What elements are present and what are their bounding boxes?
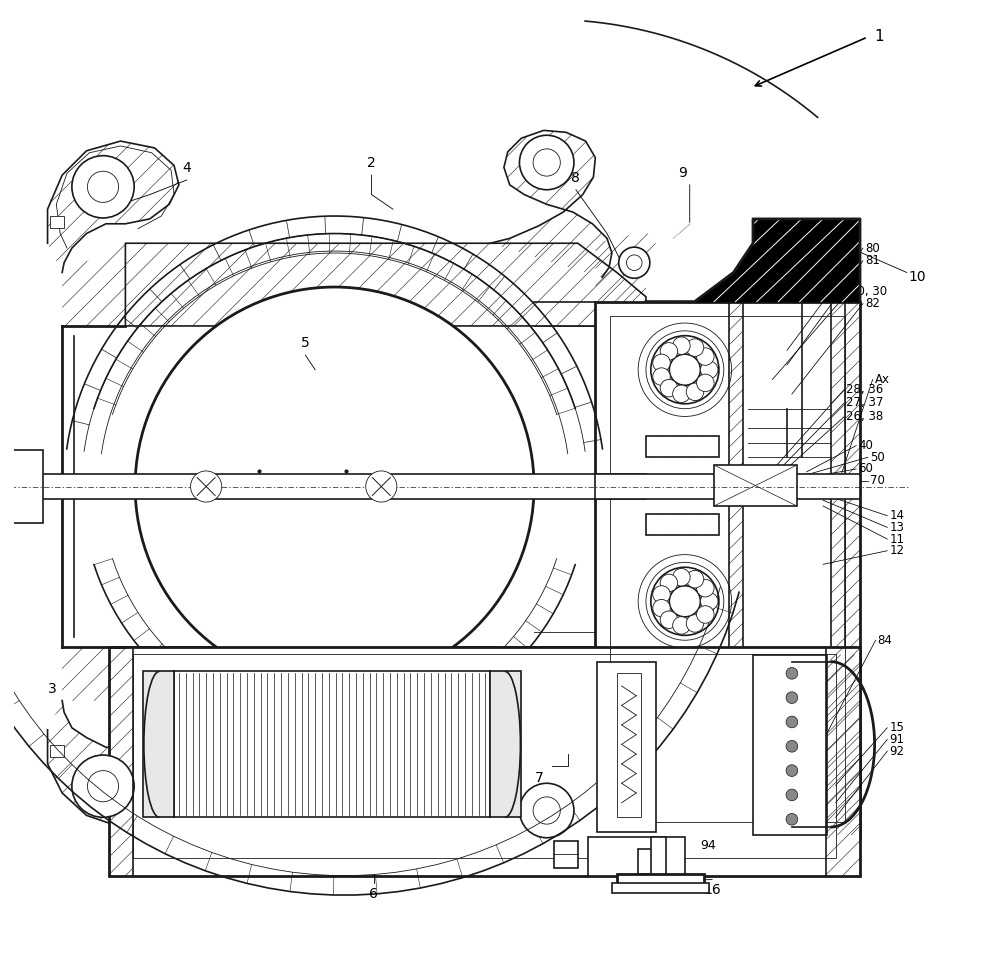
Circle shape [697, 347, 714, 365]
Circle shape [673, 617, 690, 634]
Text: Ax: Ax [875, 373, 890, 386]
Circle shape [519, 783, 574, 838]
Text: 50: 50 [870, 450, 884, 464]
Bar [646, 436, 719, 457]
Bar [50, 216, 64, 228]
Circle shape [697, 606, 714, 624]
Bar [610, 316, 845, 822]
Circle shape [686, 615, 704, 632]
Bar [651, 837, 666, 876]
Circle shape [366, 471, 397, 502]
Circle shape [660, 379, 678, 397]
Circle shape [660, 342, 678, 360]
Bar [133, 654, 836, 858]
Circle shape [697, 579, 714, 596]
Circle shape [786, 813, 798, 825]
Text: 91: 91 [889, 733, 904, 746]
Text: 8: 8 [571, 171, 580, 185]
Circle shape [786, 765, 798, 776]
Circle shape [619, 247, 650, 278]
Bar [0, 443, 6, 530]
Bar [554, 841, 578, 868]
Text: 70: 70 [870, 474, 885, 487]
Text: 92: 92 [889, 744, 904, 758]
Text: 16: 16 [703, 883, 721, 897]
Text: 12: 12 [889, 544, 904, 558]
Text: 1: 1 [875, 29, 884, 44]
Bar [14, 475, 646, 498]
Text: 2: 2 [367, 157, 376, 170]
Bar [646, 514, 719, 535]
Circle shape [697, 375, 714, 392]
Circle shape [191, 471, 222, 502]
Circle shape [653, 354, 670, 372]
Circle shape [653, 368, 670, 385]
Circle shape [673, 337, 690, 354]
Circle shape [786, 692, 798, 703]
Circle shape [660, 574, 678, 592]
Bar [595, 475, 860, 498]
Text: 7: 7 [535, 771, 543, 784]
Bar [595, 302, 860, 837]
Circle shape [72, 156, 134, 218]
Circle shape [673, 385, 690, 403]
Bar [612, 883, 709, 893]
Circle shape [660, 611, 678, 629]
Text: 15: 15 [889, 721, 904, 735]
Bar [617, 673, 641, 817]
Text: 28, 36: 28, 36 [846, 382, 884, 396]
Text: 10: 10 [909, 270, 926, 284]
Text: 82: 82 [865, 297, 880, 310]
Circle shape [686, 339, 704, 356]
Circle shape [686, 570, 704, 588]
Bar [753, 655, 826, 835]
Circle shape [72, 755, 134, 817]
Bar [490, 671, 521, 817]
Circle shape [686, 383, 704, 401]
Text: 4: 4 [182, 162, 191, 175]
Circle shape [786, 716, 798, 728]
Text: 3: 3 [48, 682, 57, 696]
Circle shape [135, 287, 534, 686]
Bar [638, 849, 665, 874]
Circle shape [653, 586, 670, 603]
Circle shape [786, 789, 798, 801]
Text: 13: 13 [889, 521, 904, 534]
Bar [588, 837, 685, 876]
Text: 11: 11 [889, 532, 904, 546]
Polygon shape [646, 219, 860, 302]
Text: 40: 40 [858, 439, 873, 452]
Circle shape [519, 135, 574, 190]
Bar [617, 874, 704, 887]
Circle shape [786, 667, 798, 679]
Circle shape [700, 361, 718, 378]
Text: 27, 37: 27, 37 [846, 396, 884, 410]
Text: 84: 84 [878, 633, 892, 647]
Text: 26, 38: 26, 38 [846, 410, 884, 423]
Bar [143, 671, 174, 817]
Bar [174, 671, 490, 817]
Text: 9: 9 [678, 166, 687, 180]
Text: 5: 5 [301, 337, 310, 350]
Bar [597, 662, 656, 832]
Text: 14: 14 [889, 509, 904, 523]
Text: 17: 17 [654, 839, 669, 851]
Text: 80: 80 [865, 241, 880, 255]
Bar [109, 647, 860, 876]
Text: 20, 30: 20, 30 [850, 285, 887, 299]
Bar [50, 745, 64, 757]
Circle shape [786, 740, 798, 752]
Bar [9, 450, 43, 523]
Text: 60: 60 [858, 462, 873, 476]
Circle shape [653, 599, 670, 617]
Text: 94: 94 [700, 839, 716, 851]
Text: 6: 6 [369, 887, 378, 901]
Text: 81: 81 [865, 254, 880, 268]
Circle shape [700, 593, 718, 610]
Bar [714, 465, 797, 506]
Circle shape [673, 568, 690, 586]
